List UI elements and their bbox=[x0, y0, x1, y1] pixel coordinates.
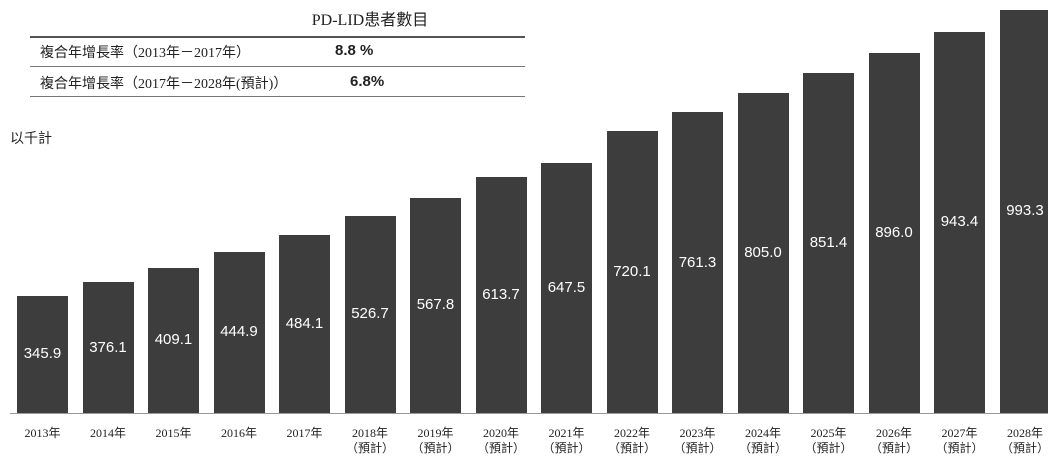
value-label: 613.7 bbox=[471, 286, 531, 303]
value-label: 993.3 bbox=[995, 202, 1048, 219]
x-tick-label: 2016年 bbox=[206, 426, 272, 441]
value-label: 647.5 bbox=[537, 279, 597, 296]
value-label: 376.1 bbox=[78, 339, 138, 356]
table-rule bbox=[30, 66, 525, 67]
x-tick-label: 2015年 bbox=[141, 426, 207, 441]
table-value: 6.8% bbox=[350, 73, 384, 90]
x-tick-label: 2023年 （預計） bbox=[665, 426, 731, 456]
value-label: 567.8 bbox=[406, 296, 466, 313]
baseline bbox=[10, 413, 1048, 414]
x-tick-label: 2018年 （預計） bbox=[337, 426, 403, 456]
unit-label: 以千計 bbox=[10, 128, 52, 148]
x-tick-label: 2025年 （預計） bbox=[796, 426, 862, 456]
value-label: 345.9 bbox=[13, 345, 73, 362]
value-label: 943.4 bbox=[930, 213, 990, 230]
x-tick-label: 2013年 bbox=[10, 426, 76, 441]
value-label: 896.0 bbox=[864, 224, 924, 241]
table-rule bbox=[30, 96, 525, 97]
x-tick-label: 2027年 （預計） bbox=[927, 426, 993, 456]
x-tick-label: 2021年 （預計） bbox=[534, 426, 600, 456]
value-label: 526.7 bbox=[340, 305, 400, 322]
value-label: 805.0 bbox=[733, 244, 793, 261]
table-label: 複合年增長率（2017年－2028年(預計)） bbox=[40, 73, 287, 93]
x-tick-label: 2028年 （預計） bbox=[992, 426, 1048, 456]
table-label: 複合年增長率（2013年－2017年） bbox=[40, 42, 250, 62]
x-tick-label: 2020年 （預計） bbox=[468, 426, 534, 456]
value-label: 409.1 bbox=[144, 331, 204, 348]
x-tick-label: 2014年 bbox=[75, 426, 141, 441]
value-label: 720.1 bbox=[602, 263, 662, 280]
value-label: 851.4 bbox=[799, 234, 859, 251]
table-rule bbox=[30, 36, 525, 38]
chart-title: PD-LID患者數目 bbox=[220, 6, 520, 30]
x-tick-label: 2022年 （預計） bbox=[599, 426, 665, 456]
value-label: 484.1 bbox=[275, 315, 335, 332]
x-tick-label: 2019年 （預計） bbox=[403, 426, 469, 456]
x-tick-label: 2017年 bbox=[272, 426, 338, 441]
x-tick-label: 2024年 （預計） bbox=[730, 426, 796, 456]
value-label: 761.3 bbox=[668, 254, 728, 271]
value-label: 444.9 bbox=[209, 323, 269, 340]
table-value: 8.8 % bbox=[335, 42, 373, 59]
x-tick-label: 2026年 （預計） bbox=[861, 426, 927, 456]
